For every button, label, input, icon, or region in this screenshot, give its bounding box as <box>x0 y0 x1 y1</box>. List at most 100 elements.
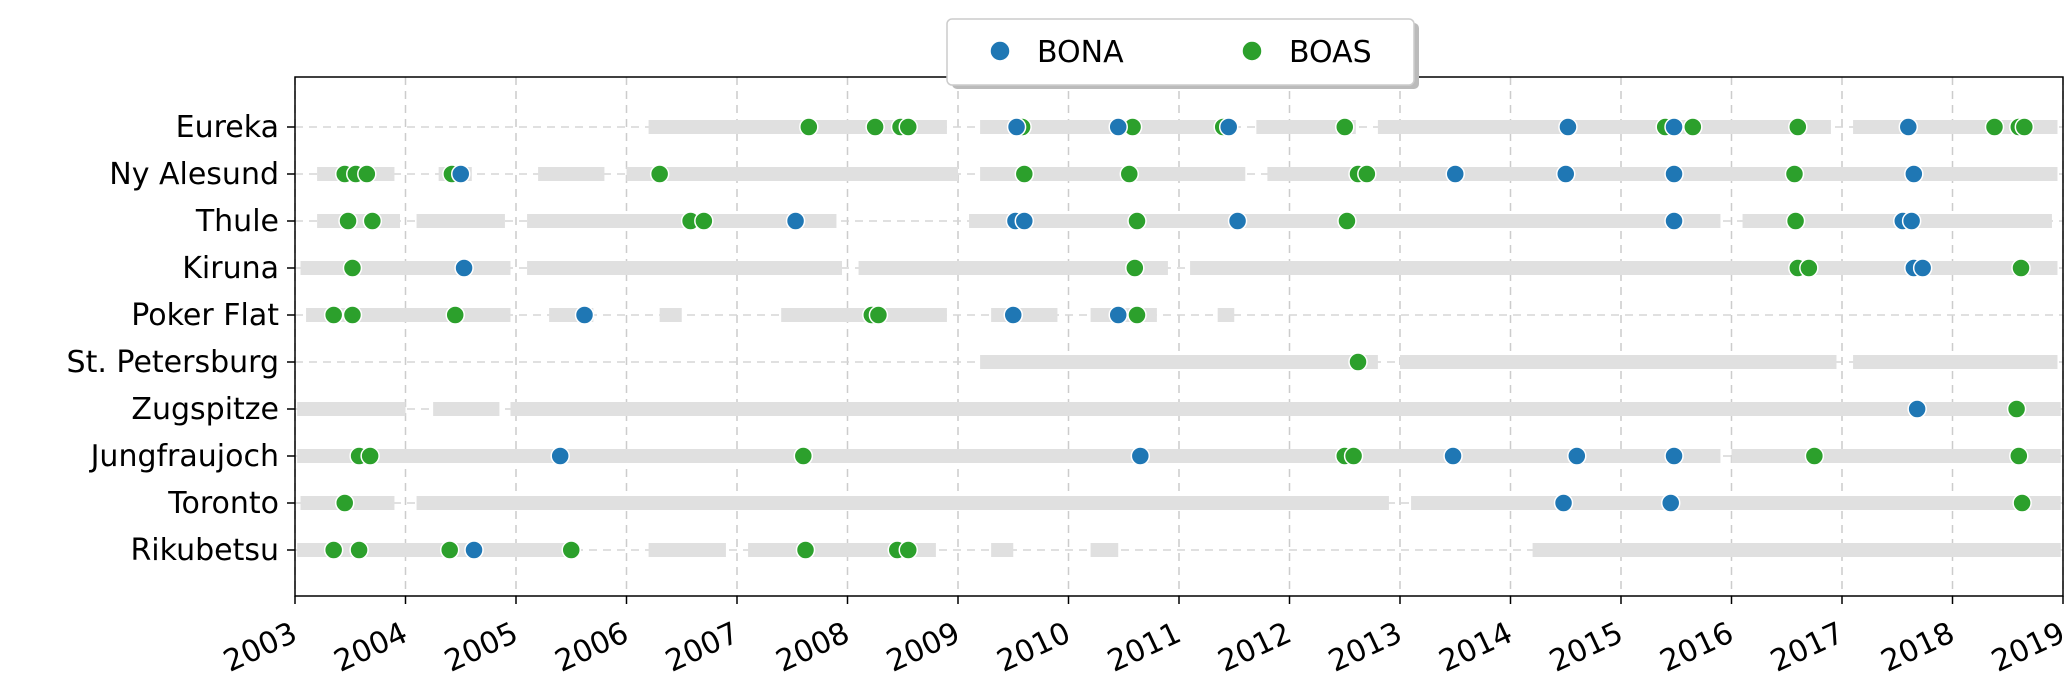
point-bona <box>1218 117 1239 137</box>
point-boas <box>2011 258 2031 278</box>
y-tick-label: Poker Flat <box>131 298 279 333</box>
point-boas <box>1357 164 1377 184</box>
coverage-bar <box>297 402 406 416</box>
coverage-bar <box>297 449 1721 463</box>
coverage-bar <box>1532 543 2061 557</box>
coverage-bar <box>980 120 1235 134</box>
point-bona <box>1664 117 1684 137</box>
point-boas <box>2006 399 2027 419</box>
point-boas <box>1348 352 1368 372</box>
coverage-bar <box>1411 496 2061 510</box>
legend-label-bona: BONA <box>1037 35 1124 70</box>
point-bona <box>550 446 570 466</box>
point-boas <box>357 164 377 184</box>
point-bona <box>1556 164 1576 184</box>
coverage-bar <box>527 261 842 275</box>
legend-marker-bona <box>989 40 1011 62</box>
point-bona <box>1006 117 1027 137</box>
point-boas <box>439 540 460 560</box>
point-boas <box>1127 211 1147 231</box>
point-boas <box>2012 493 2032 513</box>
point-boas <box>445 305 465 325</box>
point-boas <box>1127 305 1147 325</box>
point-boas <box>342 305 363 325</box>
point-bona <box>1898 117 1919 137</box>
legend-marker-boas <box>1241 40 1263 62</box>
coverage-bar <box>991 543 1014 557</box>
point-bona <box>785 211 806 231</box>
point-boas <box>323 540 344 560</box>
coverage-bar <box>416 496 1389 510</box>
point-boas <box>1799 258 1819 278</box>
point-boas <box>338 211 358 231</box>
coverage-bar <box>510 402 2061 416</box>
y-tick-label: Thule <box>195 204 279 239</box>
coverage-bar <box>1853 355 2058 369</box>
point-boas <box>1125 258 1145 278</box>
point-boas <box>799 117 819 137</box>
point-boas <box>898 117 919 137</box>
coverage-bar <box>1377 120 1831 134</box>
point-bona <box>1130 446 1151 466</box>
y-tick-label: Rikubetsu <box>130 533 279 568</box>
point-boas <box>2009 446 2029 466</box>
coverage-bar <box>1267 167 2058 181</box>
coverage-bar <box>317 214 400 228</box>
coverage-bar <box>300 261 511 275</box>
point-boas <box>1784 164 1805 184</box>
coverage-bar <box>1090 543 1119 557</box>
point-boas <box>2014 117 2035 137</box>
point-boas <box>1984 117 2005 137</box>
point-bona <box>1003 305 1023 325</box>
y-tick-label: Eureka <box>176 110 279 145</box>
coverage-bar <box>538 167 605 181</box>
point-bona <box>1445 164 1465 184</box>
point-boas <box>865 117 885 137</box>
point-boas <box>1683 117 1703 137</box>
coverage-bar <box>648 543 726 557</box>
coverage-bar <box>433 402 500 416</box>
point-bona <box>1443 446 1463 466</box>
point-boas <box>1785 211 1806 231</box>
point-bona <box>1558 117 1578 137</box>
coverage-bar <box>1190 261 2058 275</box>
point-boas <box>1343 446 1364 466</box>
y-tick-label: Jungfraujoch <box>89 439 279 474</box>
point-boas <box>1335 117 1355 137</box>
point-bona <box>574 305 595 325</box>
point-bona <box>1904 164 1924 184</box>
coverage-bar <box>980 167 1246 181</box>
point-boas <box>898 540 919 560</box>
point-bona <box>1664 446 1684 466</box>
coverage-bar <box>659 308 682 322</box>
point-bona <box>1227 211 1248 231</box>
points-layer <box>323 117 2035 560</box>
coverage-bar <box>1256 120 1356 134</box>
point-boas <box>1014 164 1035 184</box>
point-boas <box>360 446 380 466</box>
y-tick-label: Kiruna <box>182 251 279 286</box>
point-bona <box>1567 446 1587 466</box>
coverage-bar <box>1400 355 1837 369</box>
point-boas <box>1788 117 1808 137</box>
point-boas <box>349 540 369 560</box>
point-bona <box>1660 493 1681 513</box>
coverage-bar <box>980 355 1378 369</box>
point-boas <box>362 211 383 231</box>
point-boas <box>694 211 714 231</box>
point-bona <box>454 258 474 278</box>
point-bona <box>1014 211 1035 231</box>
y-tick-label: St. Petersburg <box>67 345 279 380</box>
point-bona <box>1553 493 1574 513</box>
point-boas <box>868 305 889 325</box>
point-bona <box>1907 399 1927 419</box>
point-bona <box>1901 211 1922 231</box>
y-tick-label: Toronto <box>167 486 279 521</box>
point-bona <box>464 540 484 560</box>
coverage-bar <box>991 308 1058 322</box>
point-boas <box>323 305 344 325</box>
coverage-bar <box>858 261 1168 275</box>
y-tick-layer: Eureka Ny Alesund Thule Kiruna Poker Flat St.… <box>67 110 295 568</box>
